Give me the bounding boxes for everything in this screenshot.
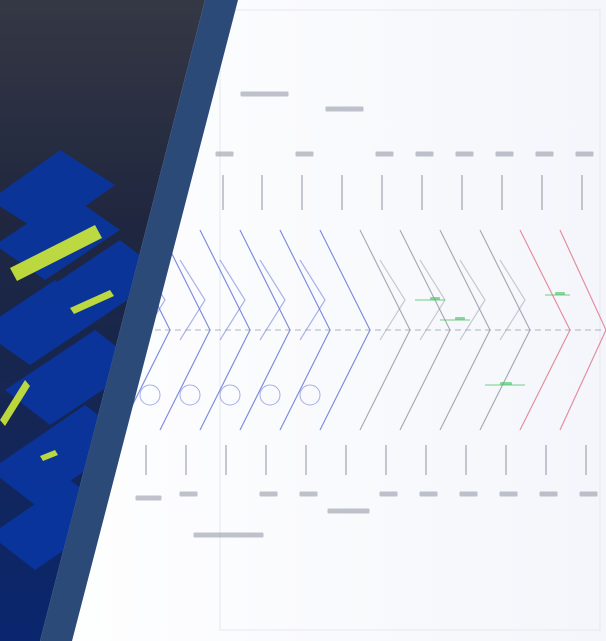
part-inner-outline [379, 259, 406, 341]
label-block [375, 151, 394, 157]
panel-block [0, 195, 120, 280]
sheet-border [219, 9, 601, 631]
hole-circle [259, 384, 281, 406]
label-block [459, 491, 478, 497]
part-inner-outline [299, 259, 326, 341]
panel-block [5, 330, 140, 425]
label-block [240, 91, 289, 97]
label-block [495, 151, 514, 157]
label-block [135, 495, 162, 501]
label-block [327, 508, 370, 514]
part-inner-outline [499, 259, 526, 341]
panel-block [0, 150, 115, 235]
diagonal-frame-band [40, 0, 238, 641]
hole-circle [219, 384, 241, 406]
hole-circle [299, 384, 321, 406]
label-block [179, 491, 198, 497]
label-block [575, 151, 594, 157]
label-block [455, 151, 474, 157]
label-block [259, 491, 278, 497]
part-inner-outline [219, 259, 246, 341]
part-inner-outline [179, 259, 206, 341]
green-annotation-mark [500, 382, 512, 385]
label-block [325, 106, 364, 112]
neon-strip [10, 225, 102, 281]
part-v-outline [559, 229, 606, 431]
label-block [499, 491, 518, 497]
green-annotation-mark [430, 297, 440, 300]
label-block [579, 491, 598, 497]
label-block [539, 491, 558, 497]
label-lines-top [222, 175, 583, 210]
part-holes [139, 384, 321, 406]
hole-circle [179, 384, 201, 406]
label-block [193, 532, 264, 538]
label-block [535, 151, 554, 157]
part-inner-outline [259, 259, 286, 341]
label-block [419, 491, 438, 497]
hole-circle [139, 384, 161, 406]
label-block [215, 151, 234, 157]
label-block [295, 151, 314, 157]
neon-strip [0, 380, 30, 426]
green-annotation-mark [455, 317, 465, 320]
label-block [379, 491, 398, 497]
neon-strip [70, 290, 114, 314]
centerline-annotations [85, 292, 606, 386]
green-annotation-mark [555, 292, 565, 295]
label-blocks [135, 91, 598, 538]
panel-block [0, 280, 105, 365]
label-block [299, 491, 318, 497]
label-block [415, 151, 434, 157]
part-inner-outline [459, 259, 486, 341]
neon-strip [40, 450, 58, 461]
